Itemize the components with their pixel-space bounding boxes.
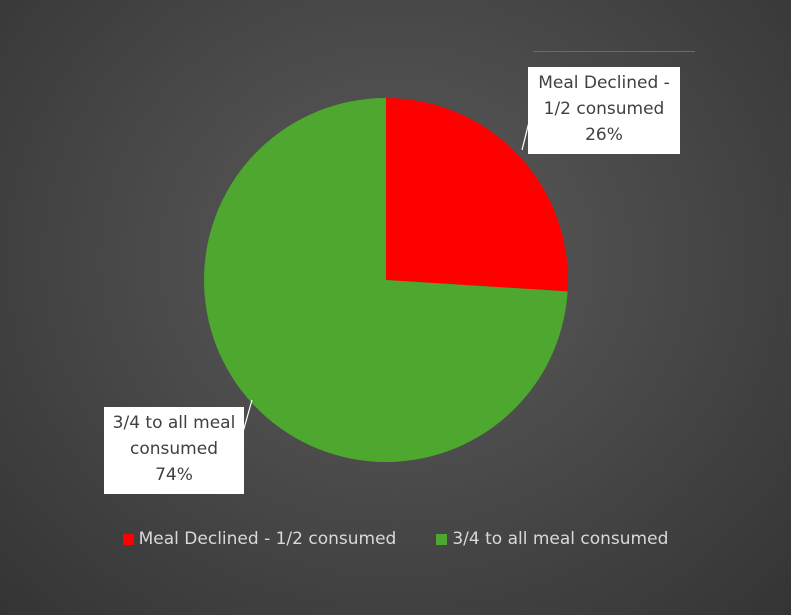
legend-item-meal-declined: Meal Declined - 1/2 consumed: [122, 529, 397, 549]
data-label-line: 1/2 consumed: [543, 99, 665, 119]
pie-slice-0: [386, 98, 569, 292]
legend-swatch-green: [436, 533, 448, 545]
legend-label: Meal Declined - 1/2 consumed: [138, 529, 397, 549]
legend-swatch-red: [122, 533, 134, 545]
data-label-line: Meal Declined -: [538, 73, 670, 93]
data-label-line: 3/4 to all meal: [112, 413, 236, 433]
data-label-meal-declined: Meal Declined - 1/2 consumed 26%: [528, 67, 680, 154]
data-label-percent: 74%: [155, 465, 193, 485]
data-label-percent: 26%: [585, 125, 623, 145]
pie-slice-1: [204, 98, 568, 462]
decorative-rule: [533, 51, 695, 52]
data-label-three-quarters-consumed: 3/4 to all meal consumed 74%: [104, 407, 244, 494]
legend-item-three-quarters-consumed: 3/4 to all meal consumed: [436, 529, 668, 549]
leader-line-1: [242, 399, 253, 433]
data-label-line: consumed: [130, 439, 218, 459]
legend: Meal Declined - 1/2 consumed 3/4 to all …: [0, 525, 791, 553]
legend-label: 3/4 to all meal consumed: [452, 529, 669, 549]
